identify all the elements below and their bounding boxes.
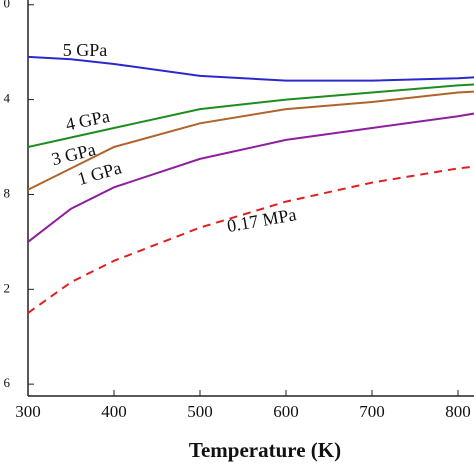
x-tick-label: 400 [101,402,127,421]
plot-area [28,55,474,314]
series-line [28,83,474,148]
x-tick-label: 300 [15,402,41,421]
x-axis-label: Temperature (K) [189,438,341,462]
x-tick-label: 600 [273,402,299,421]
y-tick-label: 6 [4,375,11,390]
x-tick-label: 700 [359,402,385,421]
series-line [28,112,474,243]
x-tick-label: 800 [445,402,471,421]
y-tick-label: 4 [4,91,11,106]
series-line [28,90,474,191]
series-line [28,55,474,82]
y-tick-label: 2 [4,280,11,295]
series-label: 0.17 MPa [225,204,297,236]
y-tick-label: 8 [4,185,11,200]
series-line [28,165,474,314]
y-tick-label: 0 [4,0,11,11]
series-label: 5 GPa [63,40,108,60]
x-tick-label: 500 [187,402,213,421]
